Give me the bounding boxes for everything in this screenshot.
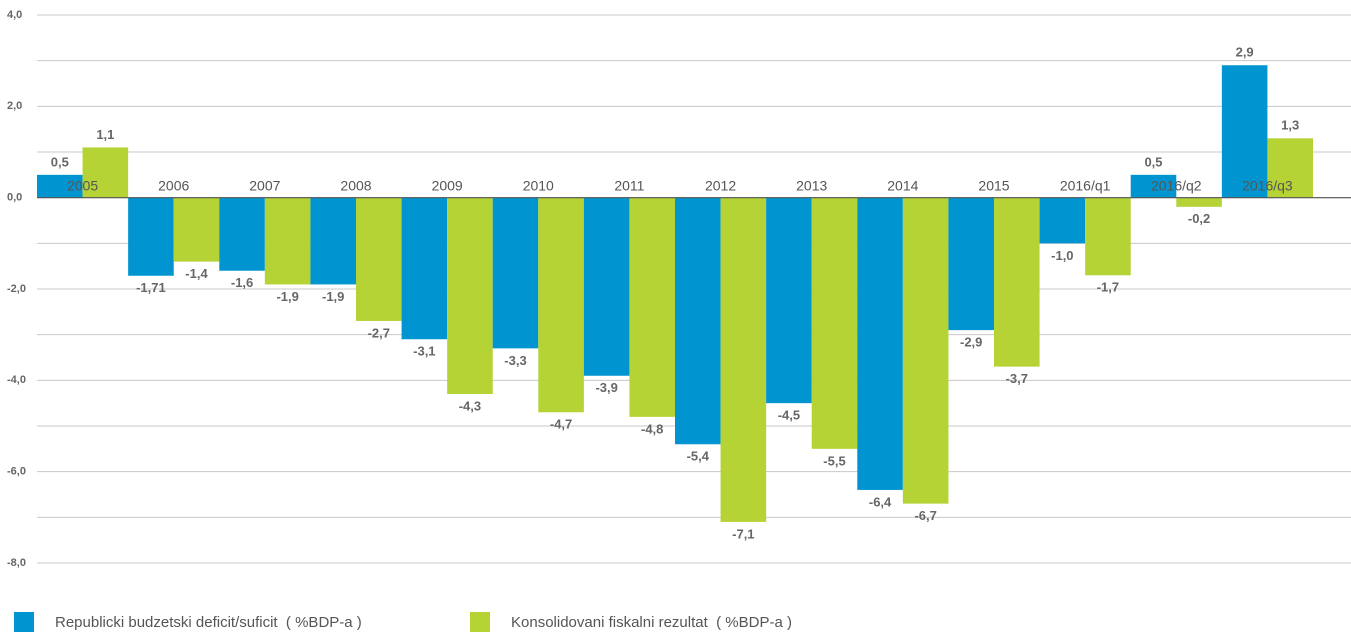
value-label: -6,4: [869, 494, 892, 509]
bar: [1176, 197, 1222, 207]
x-tick-label: 2006: [158, 177, 189, 193]
y-tick-label: -4,0: [7, 374, 26, 386]
x-tick-label: 2009: [432, 177, 463, 193]
x-tick-label: 2005: [67, 177, 98, 193]
value-label: -3,7: [1006, 371, 1028, 386]
bar: [948, 197, 994, 331]
bar: [128, 197, 174, 276]
bar: [538, 197, 584, 413]
value-label: -1,9: [276, 289, 298, 304]
value-label: -5,5: [823, 453, 845, 468]
bar: [857, 197, 903, 490]
bar: [1085, 197, 1131, 276]
bar: [173, 197, 220, 262]
value-label: -3,3: [504, 353, 526, 368]
value-label: 1,3: [1281, 118, 1299, 133]
y-tick-label: -6,0: [7, 466, 26, 478]
x-tick-label: 2011: [614, 177, 644, 193]
bar: [1130, 174, 1177, 198]
value-label: -5,4: [687, 449, 710, 464]
y-tick-label: 0,0: [7, 192, 22, 204]
bar: [720, 197, 767, 522]
bar: [583, 197, 630, 376]
value-label: -4,7: [550, 417, 572, 432]
bar: [902, 197, 949, 504]
value-label: -1,7: [1097, 280, 1119, 295]
x-tick-label: 2015: [978, 177, 1009, 193]
value-label: -7,1: [732, 526, 754, 541]
value-label: -4,3: [459, 398, 481, 413]
x-tick-label: 2016/q3: [1242, 177, 1293, 193]
x-tick-label: 2013: [796, 177, 827, 193]
y-tick-label: 4,0: [7, 9, 22, 21]
x-tick-label: 2016/q1: [1060, 177, 1111, 193]
bar: [1221, 65, 1268, 198]
y-tick-label: 2,0: [7, 100, 22, 112]
value-label: 2,9: [1236, 45, 1254, 60]
bar: [811, 197, 858, 449]
y-tick-label: -8,0: [7, 557, 26, 569]
bar: [492, 197, 539, 349]
value-label: -1,4: [185, 266, 208, 281]
y-tick-label: -2,0: [7, 283, 26, 295]
legend-swatch: [470, 612, 490, 632]
bar: [219, 197, 265, 271]
value-label: -2,9: [960, 335, 982, 350]
legend-swatch: [14, 612, 34, 632]
value-label: -2,7: [368, 325, 390, 340]
value-label: -1,6: [231, 275, 253, 290]
bar: [82, 147, 129, 198]
bar: [629, 197, 675, 417]
bar: [356, 197, 402, 321]
bar: [1039, 197, 1086, 244]
value-label: -1,9: [322, 289, 344, 304]
bar: [37, 174, 83, 198]
x-tick-label: 2008: [340, 177, 371, 193]
value-label: -6,7: [914, 508, 936, 523]
value-label: -1,0: [1051, 248, 1073, 263]
bar: [675, 197, 721, 445]
x-tick-label: 2012: [705, 177, 736, 193]
value-label: -3,1: [413, 344, 435, 359]
x-tick-label: 2010: [523, 177, 554, 193]
bar: [401, 197, 448, 340]
legend-label: Republicki budzetski deficit/suficit ( %…: [55, 614, 362, 631]
value-label: -1,71: [136, 280, 166, 295]
value-label: -4,8: [641, 421, 663, 436]
x-tick-label: 2014: [887, 177, 918, 193]
x-tick-label: 2016/q2: [1151, 177, 1202, 193]
legend-label: Konsolidovani fiskalni rezultat ( %BDP-a…: [511, 614, 792, 631]
value-label: 1,1: [96, 127, 114, 142]
x-tick-label: 2007: [249, 177, 280, 193]
bar: [264, 197, 311, 285]
bar: [994, 197, 1040, 367]
value-label: -4,5: [778, 408, 800, 423]
value-label: 0,5: [1144, 154, 1162, 169]
bar: [766, 197, 812, 404]
bar: [447, 197, 493, 395]
value-label: -0,2: [1188, 211, 1210, 226]
value-label: 0,5: [51, 154, 69, 169]
bar: [1267, 138, 1313, 198]
value-label: -3,9: [595, 380, 617, 395]
bar: [310, 197, 356, 285]
